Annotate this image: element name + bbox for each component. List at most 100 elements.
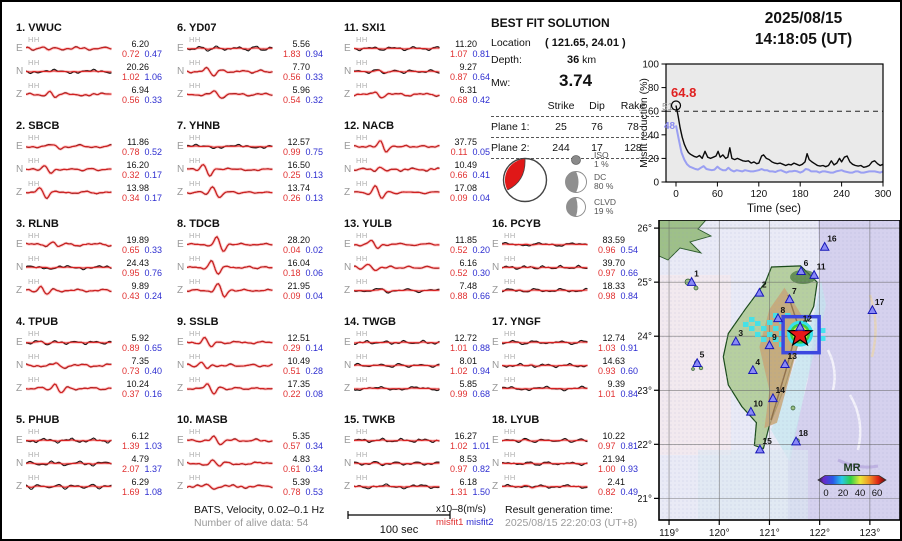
waveform-trace [502,437,588,444]
component-label: E [177,337,184,348]
station-block: 6. YD07 E HH 5.56 1.83 0.94 N [177,22,325,106]
component-label: E [492,239,499,250]
misfit2-value: 0.53 [305,486,323,497]
misfit1-value: 0.51 [282,365,301,376]
station-triangle [819,241,830,251]
station-block: 8. TDCB E HH 28.20 0.04 0.02 [177,218,325,302]
waveform-row: E HH 11.20 1.07 0.81 [344,35,492,60]
component-label: Z [344,89,351,100]
channel-label: HH [28,81,40,90]
misfit2-value: 0.84 [620,290,638,301]
misfit1-value: 0.29 [282,342,301,353]
plot-background [666,64,883,182]
station-block: 1. VWUC E HH 6.20 0.72 0.47 N [16,22,164,106]
component-label: Z [16,285,23,296]
lat-tick: 23° [638,386,652,397]
component-label: Z [16,89,23,100]
scalebar-icon [347,511,451,519]
waveform-row: Z HH 6.31 0.68 0.42 [344,81,492,106]
station-title: 12. NACB [344,120,395,132]
channel-label: HH [28,179,40,188]
amplitude-value: 2.41 [607,476,625,487]
station-number: 1 [694,269,699,279]
component-label: N [177,360,185,371]
misfit2-value: 1.03 [144,440,162,451]
misfit2-value: 0.33 [305,71,323,82]
waveform-trace [187,162,273,178]
station-block: 3. RLNB E HH 19.89 0.65 0.33 [16,218,164,302]
misfit2-value: 1.50 [472,486,490,497]
misfit1-value: 0.97 [449,463,468,474]
channel-label: HH [28,450,40,459]
waveform-column-1: 1. VWUC E HH 6.20 0.72 0.47 N [16,22,164,512]
component-label: N [344,164,352,175]
waveform-row: Z HH 6.29 1.69 1.08 [16,473,164,498]
misfit1-value: 0.25 [282,169,301,180]
amplitude-value: 12.51 [287,332,310,343]
svg-text:0: 0 [823,488,828,499]
amplitude-value: 12.72 [454,332,477,343]
epicenter-square [781,314,821,355]
misfit2-value: 0.76 [144,267,162,278]
station-title: 11. SXI1 [344,22,386,34]
station-title: 15. TWKB [344,414,396,426]
station-block: 10. MASB E HH 5.35 0.57 0.34 [177,414,325,498]
waveform-row: N HH 4.79 2.07 1.37 [16,450,164,475]
misfit2-value: 0.41 [472,169,490,180]
station-triangle [809,269,820,279]
amplitude-value: 5.96 [292,84,310,95]
waveform-row: N HH 16.20 0.32 0.17 [16,156,164,181]
station-title: 8. TDCB [177,218,220,230]
amplitude-value: 5.85 [459,378,477,389]
amplitude-value: 6.18 [459,476,477,487]
channel-label: HH [356,450,368,459]
map-grid [659,220,900,520]
misfit1-value: 0.37 [121,388,140,399]
waveform-row: N HH 14.63 0.93 0.60 [492,352,640,377]
waveform-trace [26,361,112,370]
misfit1-value: 0.66 [449,169,468,180]
lat-tick: 26° [638,224,652,235]
channel-label: HH [189,133,201,142]
best-fit-panel: BEST FIT SOLUTION Location ( 121.65, 24.… [491,16,659,161]
svg-text:40: 40 [855,488,866,499]
misfit2-value: 0.93 [620,463,638,474]
waveform-row: N HH 21.94 1.00 0.93 [492,450,640,475]
amplitude-value: 21.95 [287,280,310,291]
channel-label: HH [504,450,516,459]
clvd-row: CLVD 19 % [563,196,616,218]
station-triangle [767,392,779,403]
station-title: 9. SSLB [177,316,219,328]
best-point-marker [670,100,682,111]
focal-mechanism-panel: ISO 1 % DC 80 % CLVD 19 % [491,150,659,220]
waveform-row: N HH 10.49 0.66 0.41 [344,156,492,181]
station-number: 10 [753,398,763,408]
station-number: 17 [875,297,885,307]
channel-label: HH [356,156,368,165]
misfit1-value: 0.52 [449,244,468,255]
station-triangle [745,406,756,416]
event-date: 2025/08/15 [764,10,843,27]
mw-label: Mw: [491,77,511,89]
waveform-trace [187,258,273,276]
channel-label: HH [504,352,516,361]
misfit1-value: 0.78 [121,146,140,157]
misfit2-value: 0.08 [305,388,323,399]
misfit2-value: 0.94 [305,48,323,59]
channel-label: HH [28,156,40,165]
misfit2-value: 0.81 [472,48,490,59]
component-label: E [177,43,184,54]
svg-text:60: 60 [648,107,660,118]
waveform-trace [502,461,588,467]
waveform-row: N HH 7.35 0.73 0.40 [16,352,164,377]
waveform-trace [354,68,440,75]
waveform-trace [26,164,112,175]
channel-label: HH [189,352,201,361]
iso-ball-icon [571,155,581,165]
waveform-trace [26,143,112,151]
station-title: 4. TPUB [16,316,59,328]
waveform-trace [26,460,112,467]
misfit2-value: 0.13 [305,192,323,203]
component-label: N [177,458,185,469]
